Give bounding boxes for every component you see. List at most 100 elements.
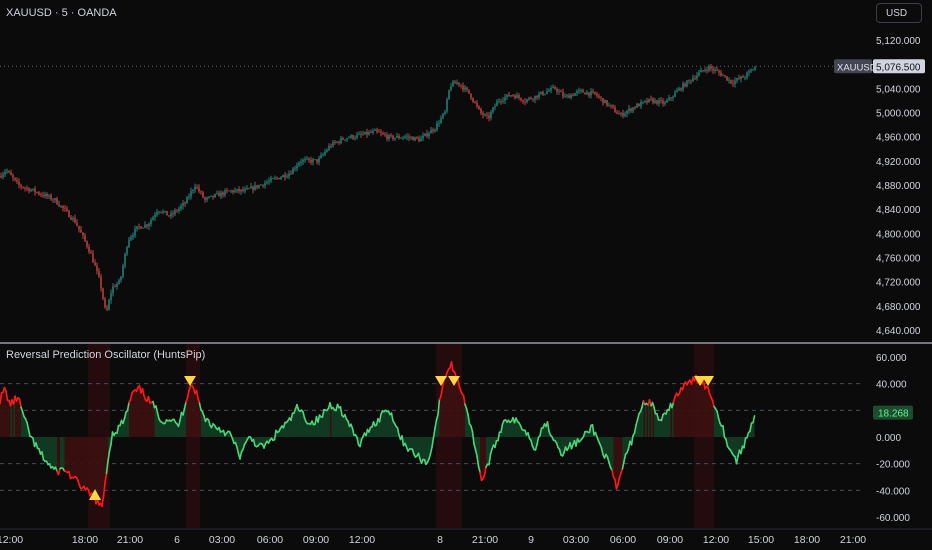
- candle: [228, 190, 230, 192]
- candle: [460, 84, 462, 89]
- candle-body: [36, 192, 38, 194]
- candle: [634, 106, 636, 110]
- osc-fill-segment: [15, 396, 17, 437]
- osc-line-segment: [198, 402, 202, 411]
- candle-body: [544, 93, 546, 95]
- candle-body: [286, 176, 288, 178]
- candle-body: [2, 174, 4, 178]
- osc-fill-segment: [40, 437, 42, 455]
- candle: [536, 95, 538, 101]
- candle-body: [32, 188, 34, 190]
- candle-body: [54, 198, 56, 201]
- candle: [734, 77, 736, 88]
- candle-body: [548, 90, 550, 92]
- osc-last-value: 18.268: [878, 409, 909, 420]
- candle: [362, 130, 364, 136]
- candle: [444, 110, 446, 116]
- candle-body: [334, 142, 336, 143]
- candle: [682, 81, 684, 93]
- candle: [160, 211, 162, 214]
- sell-signal-marker: [448, 376, 460, 386]
- candle: [6, 168, 8, 175]
- osc-fill-segment: [669, 403, 671, 437]
- candle-body: [14, 177, 16, 180]
- osc-fill-segment: [213, 423, 215, 437]
- osc-line-segment: [633, 424, 637, 434]
- osc-fill-segment: [442, 378, 444, 437]
- candle: [592, 88, 594, 94]
- candle: [272, 177, 274, 180]
- candle-body: [654, 100, 656, 103]
- time-tick-label: 18:00: [72, 534, 98, 546]
- osc-fill-segment: [207, 418, 209, 437]
- candle: [348, 136, 350, 139]
- osc-fill-segment: [78, 437, 80, 486]
- candle-body: [750, 70, 752, 72]
- candle-body: [256, 185, 258, 188]
- candle: [322, 152, 324, 157]
- time-tick-label: 12:00: [0, 534, 23, 546]
- candle: [404, 134, 406, 140]
- osc-fill-segment: [147, 396, 149, 437]
- osc-fill-segment: [510, 421, 512, 437]
- candle-body: [752, 69, 754, 71]
- candle: [240, 189, 242, 195]
- candle-body: [542, 91, 544, 95]
- osc-line-segment: [417, 452, 421, 460]
- candle: [642, 101, 644, 105]
- osc-fill-segment: [67, 437, 69, 473]
- candle-body: [262, 184, 264, 186]
- candle-body: [704, 69, 706, 71]
- osc-fill-segment: [334, 410, 336, 437]
- osc-line-segment: [458, 384, 462, 391]
- osc-fill-segment: [664, 413, 666, 437]
- candle-body: [318, 158, 320, 163]
- candle: [122, 263, 124, 279]
- osc-fill-segment: [441, 387, 443, 437]
- candle-body: [266, 182, 268, 184]
- candle-body: [142, 227, 144, 229]
- candle: [180, 203, 182, 212]
- price-tick-label: 5,120.000: [876, 36, 921, 47]
- candle: [674, 89, 676, 98]
- candle-body: [164, 211, 166, 212]
- candle-body: [550, 87, 552, 91]
- candle: [516, 92, 518, 99]
- candle: [488, 112, 490, 122]
- candle-body: [84, 235, 86, 242]
- osc-line-segment: [588, 424, 592, 434]
- osc-fill-segment: [694, 375, 696, 437]
- osc-fill-segment: [385, 410, 387, 437]
- candle-body: [56, 198, 58, 205]
- candle-body: [740, 76, 742, 79]
- candle-body: [182, 203, 184, 206]
- candle-body: [244, 189, 246, 192]
- candle: [260, 183, 262, 186]
- candle-body: [390, 135, 392, 136]
- osc-line-segment: [27, 428, 31, 437]
- candle: [68, 209, 70, 218]
- candle: [136, 226, 138, 232]
- currency-button[interactable]: USD: [876, 3, 922, 23]
- candle-body: [564, 96, 566, 98]
- candle-body: [234, 190, 236, 193]
- candle: [88, 243, 90, 255]
- candle: [16, 177, 18, 185]
- candle: [394, 137, 396, 142]
- time-tick-label: 15:00: [748, 534, 774, 546]
- osc-fill-segment: [289, 417, 291, 437]
- osc-fill-segment: [606, 437, 608, 458]
- candle-body: [312, 159, 314, 163]
- candle: [686, 80, 688, 88]
- candle-body: [472, 98, 474, 102]
- osc-fill-segment: [337, 404, 339, 437]
- candle-body: [26, 187, 28, 189]
- osc-line-segment: [473, 443, 477, 451]
- osc-fill-segment: [37, 437, 39, 449]
- candle: [132, 232, 134, 241]
- candle: [20, 183, 22, 190]
- candle-body: [42, 194, 44, 197]
- candle-body: [674, 92, 676, 97]
- candle: [200, 190, 202, 195]
